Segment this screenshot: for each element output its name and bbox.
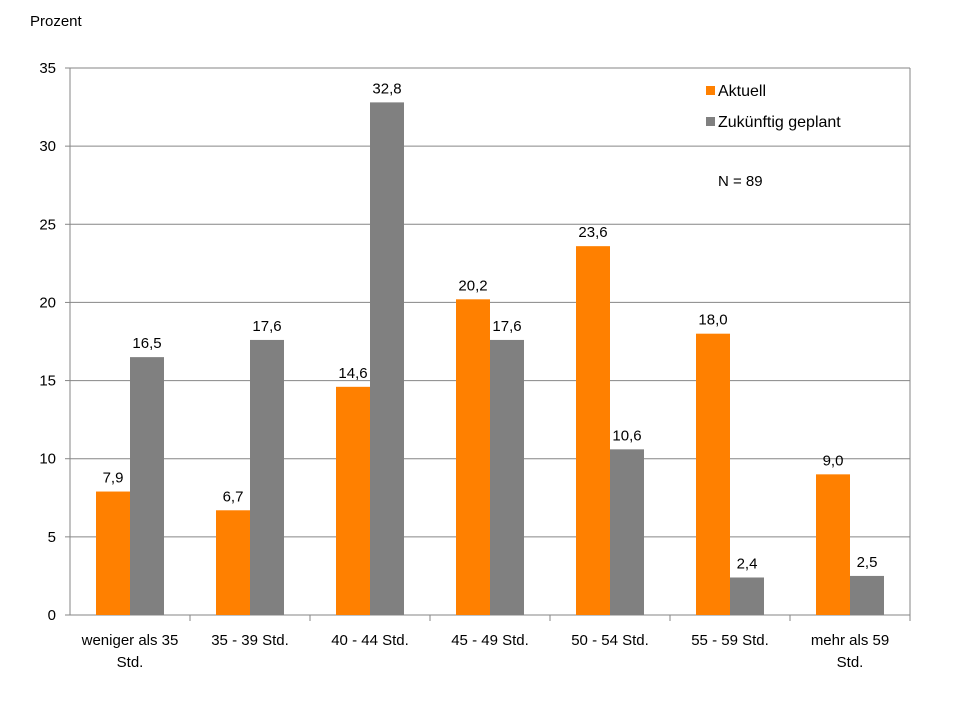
data-label: 32,8 [372, 80, 401, 97]
legend-swatch [706, 117, 715, 126]
data-label: 2,4 [737, 555, 758, 572]
bar-aktuell [336, 386, 370, 615]
bar-aktuell [816, 474, 850, 615]
data-label: 2,5 [857, 554, 878, 571]
data-label: 7,9 [103, 470, 124, 487]
data-label: 20,2 [458, 277, 487, 294]
bar-geplant [730, 577, 764, 615]
data-label: 17,6 [492, 318, 521, 335]
x-tick-label: 50 - 54 Std. [571, 632, 649, 649]
x-tick-label: weniger als 35 [81, 632, 179, 649]
legend-label: Aktuell [718, 83, 766, 100]
x-tick-label: mehr als 59 [811, 632, 889, 649]
bar-geplant [850, 575, 884, 615]
data-label: 9,0 [823, 452, 844, 469]
legend-swatch [706, 86, 715, 95]
sample-size-annotation: N = 89 [718, 173, 763, 190]
x-tick-label: 35 - 39 Std. [211, 632, 289, 649]
x-tick-label: Std. [117, 654, 144, 671]
legend: Aktuell Zukünftig geplant [706, 83, 841, 131]
data-label: 16,5 [132, 335, 161, 352]
data-label: 17,6 [252, 318, 281, 335]
bar-geplant [130, 357, 164, 615]
bar-aktuell [96, 491, 130, 615]
bar-aktuell [696, 333, 730, 615]
data-label: 23,6 [578, 224, 607, 241]
bar-aktuell [576, 246, 610, 615]
bar-geplant [610, 449, 644, 615]
bar-geplant [490, 339, 524, 615]
x-tick-label: 45 - 49 Std. [451, 632, 529, 649]
y-tick-label: 0 [48, 607, 56, 624]
y-tick-label: 15 [39, 373, 56, 390]
data-label: 10,6 [612, 427, 641, 444]
y-tick-label: 5 [48, 529, 56, 546]
x-tick-label: Std. [837, 654, 864, 671]
legend-label: Zukünftig geplant [718, 114, 841, 131]
bar-aktuell [456, 299, 490, 615]
y-axis-label: Prozent [30, 13, 83, 30]
bar-geplant [370, 102, 404, 615]
y-tick-label: 25 [39, 216, 56, 233]
x-tick-label: 55 - 59 Std. [691, 632, 769, 649]
y-tick-label: 35 [39, 60, 56, 77]
x-tick-label: 40 - 44 Std. [331, 632, 409, 649]
data-label: 18,0 [698, 312, 727, 329]
data-label: 14,6 [338, 365, 367, 382]
y-tick-label: 30 [39, 138, 56, 155]
y-tick-label: 10 [39, 451, 56, 468]
bar-geplant [250, 339, 284, 615]
data-label: 6,7 [223, 488, 244, 505]
y-tick-label: 20 [39, 294, 56, 311]
bar-aktuell [216, 510, 250, 615]
